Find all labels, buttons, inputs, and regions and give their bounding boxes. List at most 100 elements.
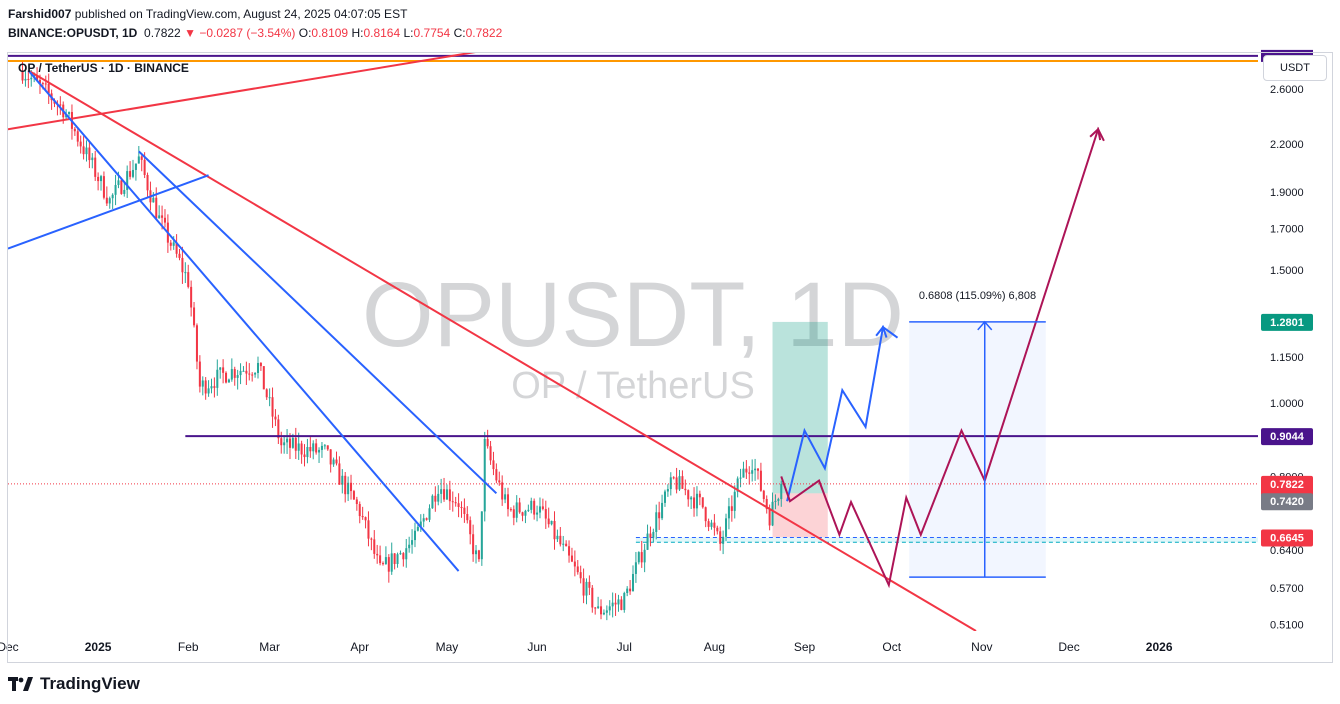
author-name[interactable]: Farshid007 bbox=[8, 7, 72, 21]
candle-body bbox=[111, 194, 114, 199]
candle-body bbox=[344, 475, 347, 495]
y-tick-label: 2.2000 bbox=[1270, 139, 1304, 151]
candle-body bbox=[602, 612, 605, 615]
candle-body bbox=[727, 506, 730, 519]
candle-body bbox=[637, 552, 640, 563]
candle-body bbox=[79, 141, 82, 147]
candle-body bbox=[475, 550, 478, 555]
candle-body bbox=[631, 573, 635, 592]
candle-body bbox=[271, 397, 274, 417]
candle-body bbox=[457, 503, 460, 507]
candle-body bbox=[408, 544, 411, 549]
candle-body bbox=[277, 419, 280, 439]
candle-body bbox=[765, 499, 768, 510]
candle-body bbox=[379, 555, 382, 564]
candle-body bbox=[274, 416, 277, 420]
candle-body bbox=[94, 157, 97, 177]
price-tag-value: 1.2801 bbox=[1270, 317, 1304, 329]
x-tick-label: Aug bbox=[704, 640, 725, 654]
candle-body bbox=[291, 437, 294, 448]
candle-body bbox=[376, 553, 379, 556]
candle-body bbox=[614, 602, 617, 605]
candle-body bbox=[230, 369, 233, 380]
candle-body bbox=[219, 367, 222, 370]
candle-body bbox=[538, 506, 541, 513]
magenta-projection-arrowhead bbox=[1089, 127, 1102, 141]
candle-body bbox=[559, 535, 562, 545]
y-tick-label: 0.6400 bbox=[1270, 545, 1304, 557]
x-tick-label: Jun bbox=[527, 640, 546, 654]
x-tick-label: 2025 bbox=[85, 640, 112, 654]
candle-body bbox=[233, 369, 236, 378]
candle-body bbox=[102, 176, 105, 198]
candle-body bbox=[341, 475, 344, 485]
candle-body bbox=[600, 606, 603, 615]
candle-body bbox=[338, 463, 341, 485]
candle-body bbox=[774, 500, 777, 502]
candle-body bbox=[411, 540, 414, 545]
y-tick-label: 1.1500 bbox=[1270, 352, 1304, 364]
currency-button[interactable]: USDT bbox=[1263, 55, 1327, 81]
candle-body bbox=[137, 156, 140, 164]
candle-body bbox=[710, 522, 713, 527]
candle-body bbox=[117, 180, 120, 185]
symbol[interactable]: BINANCE:OPUSDT, 1D bbox=[8, 26, 138, 40]
publish-info: Farshid007 published on TradingView.com,… bbox=[8, 7, 407, 21]
candle-body bbox=[59, 104, 62, 106]
candle-body bbox=[658, 512, 661, 519]
candle-body bbox=[495, 469, 498, 481]
candle-body bbox=[588, 581, 591, 588]
candle-body bbox=[672, 477, 675, 479]
candle-body bbox=[105, 197, 108, 204]
candle-body bbox=[320, 445, 323, 450]
candle-body bbox=[367, 520, 370, 539]
candle-body bbox=[541, 506, 544, 510]
candle-body bbox=[178, 253, 181, 258]
candle-body bbox=[460, 506, 463, 508]
candle-body bbox=[294, 437, 297, 451]
candle-body bbox=[669, 477, 672, 490]
candle-body bbox=[547, 518, 550, 525]
candle-body bbox=[608, 606, 611, 611]
candle-body bbox=[768, 509, 771, 526]
candle-body bbox=[256, 362, 260, 373]
open-value: 0.8109 bbox=[311, 26, 349, 40]
candle-body bbox=[47, 83, 50, 94]
candle-body bbox=[646, 533, 649, 550]
watermark-sub: OP / TetherUS bbox=[511, 365, 755, 407]
candle-body bbox=[396, 554, 399, 565]
low-value: 0.7754 bbox=[413, 26, 451, 40]
drawing-lines[interactable]: 0.6808 (115.09%) 6,808 bbox=[8, 42, 1258, 631]
candle-body bbox=[722, 536, 725, 544]
candle-body bbox=[41, 83, 44, 85]
candle-body bbox=[524, 510, 527, 516]
axes: 2.6000 2.2000 1.9000 1.7000 1.5000 1.1500 1.00… bbox=[0, 84, 1304, 654]
candle-body bbox=[425, 518, 428, 520]
candle-body bbox=[745, 468, 748, 473]
candle-body bbox=[131, 169, 135, 177]
tradingview-footer[interactable]: TradingView bbox=[8, 674, 140, 694]
candle-body bbox=[129, 171, 132, 177]
candle-body bbox=[198, 361, 201, 387]
candle-body bbox=[222, 367, 225, 373]
candle-body bbox=[82, 146, 85, 155]
candle-body bbox=[384, 557, 387, 565]
candle-body bbox=[381, 563, 385, 565]
candle-body bbox=[38, 79, 41, 84]
candle-body bbox=[434, 495, 437, 502]
x-tick-label: May bbox=[436, 640, 459, 654]
candle-body bbox=[498, 480, 501, 483]
candle-body bbox=[358, 504, 361, 517]
candle-body bbox=[204, 380, 207, 394]
candle-body bbox=[440, 489, 443, 494]
candle-body bbox=[655, 512, 658, 532]
candle-body bbox=[36, 75, 39, 80]
candle-body bbox=[661, 502, 664, 519]
candle-body bbox=[27, 78, 30, 80]
y-tick-label: 0.5100 bbox=[1270, 619, 1304, 631]
long-position-target-zone bbox=[772, 321, 828, 494]
candle-body bbox=[390, 553, 393, 572]
candle-body bbox=[698, 493, 701, 498]
